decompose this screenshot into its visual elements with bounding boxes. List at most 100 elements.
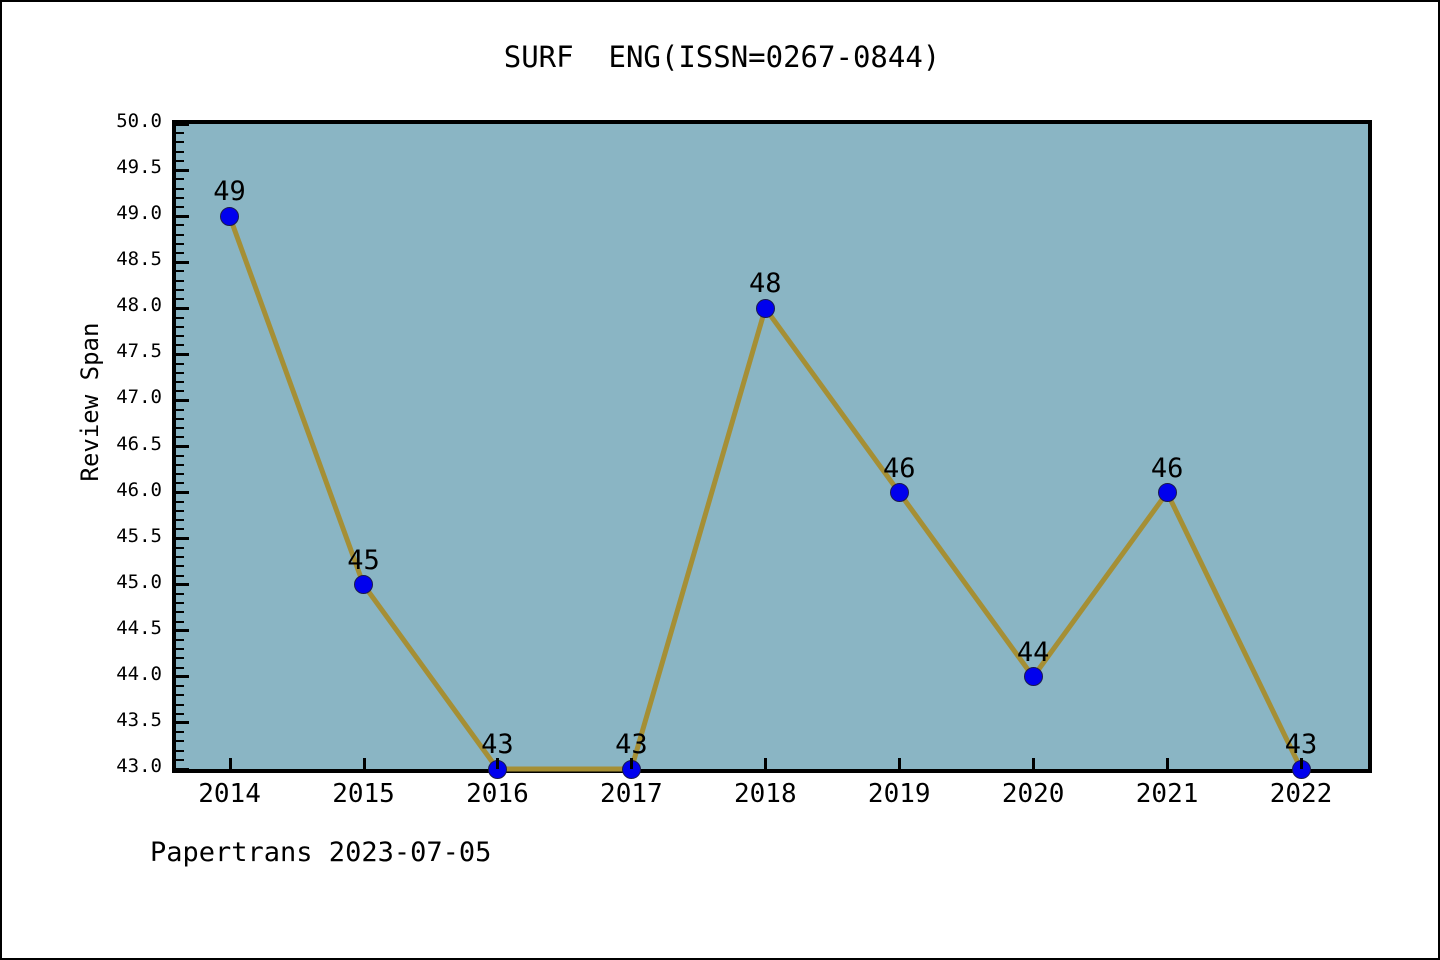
y-axis-minor-tick: [176, 620, 184, 623]
y-axis-minor-tick: [176, 712, 184, 715]
y-axis-minor-tick: [176, 602, 184, 605]
y-axis-minor-tick: [176, 132, 184, 135]
y-axis-minor-tick: [176, 187, 184, 190]
y-axis-minor-tick: [176, 758, 184, 761]
y-axis-minor-tick: [176, 298, 184, 301]
data-point-marker[interactable]: [1023, 667, 1043, 687]
y-axis-major-tick: [176, 398, 189, 402]
y-axis-minor-tick: [176, 694, 184, 697]
y-axis-minor-tick: [176, 408, 184, 411]
y-axis-minor-tick: [176, 205, 184, 208]
y-axis-minor-tick: [176, 427, 184, 430]
y-axis-minor-tick: [176, 344, 184, 347]
y-axis-major-tick: [176, 583, 189, 587]
x-axis-tick-label: 2015: [332, 779, 395, 809]
y-axis-minor-tick: [176, 703, 184, 706]
x-axis-tick-label: 2018: [733, 779, 797, 809]
y-axis-minor-tick: [176, 390, 184, 393]
y-axis-minor-tick: [176, 611, 184, 614]
data-point-marker[interactable]: [889, 483, 909, 503]
y-axis-tick-label: 48.5: [116, 248, 162, 271]
y-axis-minor-tick: [176, 150, 184, 153]
page-title: SURF ENG(ISSN=0267-0844): [503, 40, 941, 74]
y-axis-minor-tick: [176, 454, 184, 457]
data-point-label: 49: [213, 176, 246, 208]
y-axis-minor-tick: [176, 556, 184, 559]
y-axis-tick-label: 47.5: [116, 340, 162, 363]
x-axis-tick-mark: [496, 758, 500, 769]
y-axis-minor-tick: [176, 279, 184, 282]
y-axis-minor-tick: [176, 731, 184, 734]
y-axis-tick-label: 49.5: [116, 156, 162, 179]
data-point-marker[interactable]: [354, 575, 373, 595]
y-axis-minor-tick: [176, 657, 184, 660]
footer-note: Papertrans 2023-07-05: [150, 837, 492, 868]
data-point-marker[interactable]: [1157, 483, 1177, 503]
y-axis-minor-tick: [176, 749, 184, 752]
y-axis-tick-label: 49.0: [116, 202, 162, 225]
y-axis-tick-label: 45.5: [116, 524, 162, 547]
y-axis-major-tick: [176, 767, 189, 771]
data-point-label: 48: [749, 268, 782, 300]
y-axis-minor-tick: [176, 178, 184, 181]
y-axis-minor-tick: [176, 196, 184, 199]
y-axis-minor-tick: [176, 510, 184, 512]
y-axis-minor-tick: [176, 325, 184, 328]
y-axis-tick-label: 44.0: [116, 662, 162, 685]
y-axis-major-tick: [176, 260, 189, 264]
y-axis-tick-label: 47.0: [116, 386, 162, 409]
y-axis-minor-tick: [176, 639, 184, 641]
data-point-marker[interactable]: [755, 298, 775, 318]
y-axis-tick-label: 46.5: [116, 432, 162, 455]
x-axis-tick-label: 2014: [198, 779, 261, 809]
y-axis-minor-tick: [176, 316, 184, 319]
y-axis-minor-tick: [176, 648, 184, 651]
y-axis-minor-tick: [176, 436, 184, 439]
y-axis-tick-label: 45.0: [116, 570, 162, 593]
y-axis-minor-tick: [176, 233, 184, 236]
y-axis-minor-tick: [176, 519, 184, 522]
data-point-label: 46: [882, 452, 916, 484]
y-axis-major-tick: [176, 537, 189, 541]
y-axis-major-tick: [176, 629, 189, 633]
y-axis-minor-tick: [176, 159, 184, 162]
data-point-label: 43: [1284, 729, 1318, 760]
plot-inner: 49 45 43 43 48 46 44 46 43: [176, 122, 1368, 779]
x-axis-tick-mark: [1166, 758, 1170, 769]
y-axis-major-tick: [176, 721, 189, 725]
y-axis-minor-tick: [176, 371, 184, 374]
y-axis-major-tick: [176, 168, 189, 172]
y-axis-minor-tick: [176, 252, 184, 254]
y-axis-minor-tick: [176, 242, 184, 245]
x-axis-tick-mark: [898, 758, 902, 769]
y-axis-minor-tick: [176, 224, 184, 227]
plot-area: 49 45 43 43 48 46 44 46 43 2014 2015 2016 2017 2018 2…: [172, 120, 1372, 809]
x-axis-tick-label: 2021: [1135, 779, 1199, 809]
y-axis-minor-tick: [176, 381, 184, 383]
y-axis-minor-tick: [176, 334, 184, 337]
y-axis-minor-tick: [176, 482, 184, 485]
line-series-svg: [227, 213, 1304, 772]
x-axis-tick-mark: [228, 758, 232, 769]
x-axis-tick-label: 2022: [1269, 779, 1333, 809]
y-axis-minor-tick: [176, 473, 184, 476]
y-axis-minor-tick: [176, 685, 184, 688]
y-axis-major-tick: [176, 491, 189, 495]
y-axis-major-tick: [176, 445, 189, 448]
y-axis-minor-tick: [176, 546, 184, 549]
y-axis-tick-label: 44.5: [116, 616, 162, 639]
data-point-label: 43: [615, 729, 648, 760]
data-point-label: 46: [1150, 452, 1184, 484]
y-axis-major-tick: [176, 122, 189, 126]
x-axis-tick-mark: [630, 758, 634, 769]
x-axis-tick-mark: [1032, 758, 1036, 769]
y-axis-minor-tick: [176, 500, 184, 503]
data-point-label: 43: [481, 729, 514, 760]
y-axis-major-tick: [176, 352, 189, 356]
x-axis-tick-label: 2019: [867, 779, 931, 809]
x-axis-tick-mark: [1300, 758, 1304, 769]
data-point-marker[interactable]: [220, 206, 240, 226]
data-point-label: 45: [347, 544, 380, 576]
y-axis-minor-tick: [176, 417, 184, 420]
x-axis-tick-label: 2016: [466, 779, 529, 809]
